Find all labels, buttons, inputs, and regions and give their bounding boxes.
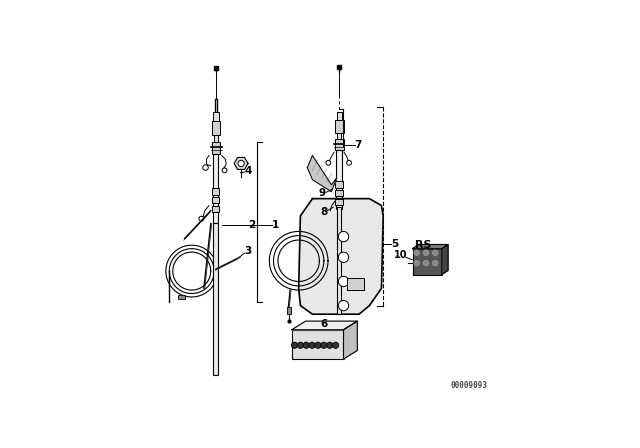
Polygon shape (442, 245, 448, 275)
Circle shape (339, 232, 349, 242)
Polygon shape (344, 321, 357, 359)
Circle shape (339, 252, 349, 263)
Bar (213, 154, 218, 223)
Circle shape (291, 342, 298, 349)
Circle shape (298, 342, 303, 349)
Bar (214, 135, 218, 142)
Bar (347, 278, 364, 290)
Circle shape (423, 260, 429, 266)
Bar (214, 223, 218, 375)
Circle shape (326, 160, 331, 165)
Bar (335, 120, 344, 133)
Text: 9: 9 (319, 189, 326, 198)
Text: 7: 7 (355, 140, 362, 150)
Bar (214, 112, 219, 121)
Bar (335, 190, 343, 196)
Bar (292, 330, 344, 359)
Polygon shape (307, 155, 337, 192)
Circle shape (339, 301, 349, 311)
Text: 8: 8 (320, 207, 327, 217)
Bar (178, 295, 185, 299)
Bar (212, 206, 220, 212)
Bar (335, 139, 344, 151)
Circle shape (423, 250, 429, 255)
Bar (335, 198, 343, 205)
Bar (336, 151, 342, 209)
Polygon shape (292, 321, 357, 330)
Circle shape (309, 342, 316, 349)
Circle shape (433, 260, 438, 266)
Text: 3: 3 (244, 246, 252, 256)
Circle shape (414, 250, 419, 255)
Text: 4: 4 (244, 166, 252, 176)
Text: RS: RS (415, 240, 432, 250)
Text: 00009093: 00009093 (451, 381, 488, 390)
Text: 6: 6 (320, 319, 327, 328)
Bar (337, 112, 342, 120)
Polygon shape (234, 158, 248, 169)
Circle shape (303, 342, 309, 349)
Circle shape (199, 216, 204, 221)
Circle shape (203, 165, 208, 170)
Text: 1: 1 (271, 220, 279, 230)
Bar (287, 307, 291, 314)
Polygon shape (299, 198, 383, 314)
Circle shape (222, 168, 227, 173)
Bar (212, 197, 220, 203)
Bar (212, 121, 220, 135)
Bar (212, 188, 220, 194)
Bar (413, 249, 442, 275)
Circle shape (326, 342, 333, 349)
Circle shape (238, 160, 244, 167)
Text: 2: 2 (248, 220, 255, 230)
Bar (212, 142, 220, 154)
Circle shape (333, 342, 339, 349)
Circle shape (328, 211, 332, 215)
Circle shape (414, 260, 419, 266)
Polygon shape (413, 245, 448, 249)
Circle shape (339, 276, 349, 287)
Text: 5: 5 (391, 239, 398, 249)
Text: 10: 10 (394, 250, 408, 259)
Circle shape (315, 342, 321, 349)
Bar (337, 133, 342, 139)
Circle shape (433, 250, 438, 255)
Circle shape (347, 160, 351, 165)
Bar (337, 207, 342, 314)
Bar (335, 181, 343, 188)
Circle shape (321, 342, 327, 349)
